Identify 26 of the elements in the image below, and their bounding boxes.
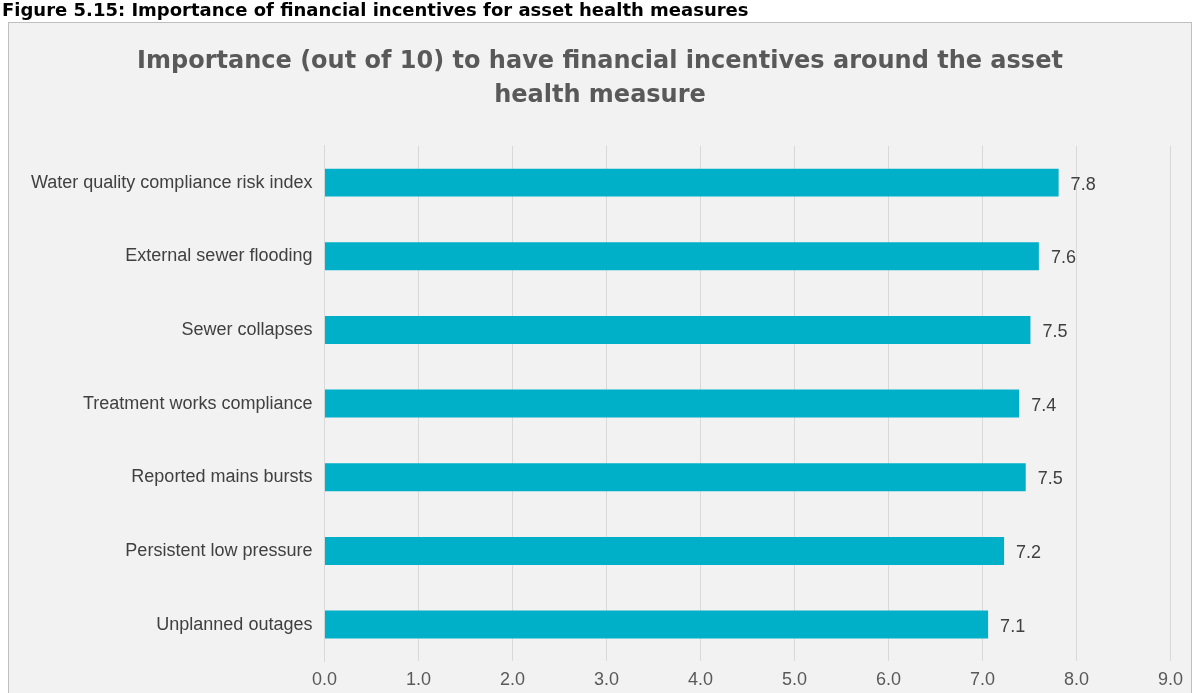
y-tick-label: Sewer collapses: [181, 318, 313, 339]
x-tick-label: 3.0: [593, 669, 619, 690]
x-tick-label: 0.0: [311, 669, 337, 690]
x-tick-label: 8.0: [1063, 669, 1089, 690]
x-tick-label: 6.0: [875, 669, 901, 690]
chart-title: Importance (out of 10) to have financial incentives around the asset health measure: [136, 45, 1064, 110]
data-label: 7.6: [1050, 247, 1076, 268]
y-tick-label: Unplanned outages: [156, 613, 313, 634]
caption: Figure 5.15: Importance of financial incentives for asset health measures: [2, 0, 749, 20]
x-tick-label: 5.0: [781, 669, 807, 690]
x-tick-label: 9.0: [1157, 669, 1183, 690]
x-tick-label: 7.0: [969, 669, 995, 690]
x-tick-label: 2.0: [499, 669, 525, 690]
x-tick-label: 4.0: [687, 669, 713, 690]
y-tick-label: Reported mains bursts: [131, 466, 313, 487]
data-label: 7.5: [1037, 468, 1063, 489]
data-label: 7.5: [1042, 320, 1068, 341]
data-label: 7.4: [1031, 394, 1057, 415]
data-label: 7.1: [1000, 615, 1026, 636]
y-tick-label: Water quality compliance risk index: [30, 171, 313, 192]
y-tick-label: Persistent low pressure: [125, 539, 313, 560]
data-label: 7.2: [1016, 541, 1042, 562]
y-tick-label: Treatment works compliance: [83, 392, 313, 413]
x-tick-label: 1.0: [405, 669, 431, 690]
data-label: 7.8: [1070, 173, 1096, 194]
y-tick-label: External sewer flooding: [125, 245, 313, 266]
